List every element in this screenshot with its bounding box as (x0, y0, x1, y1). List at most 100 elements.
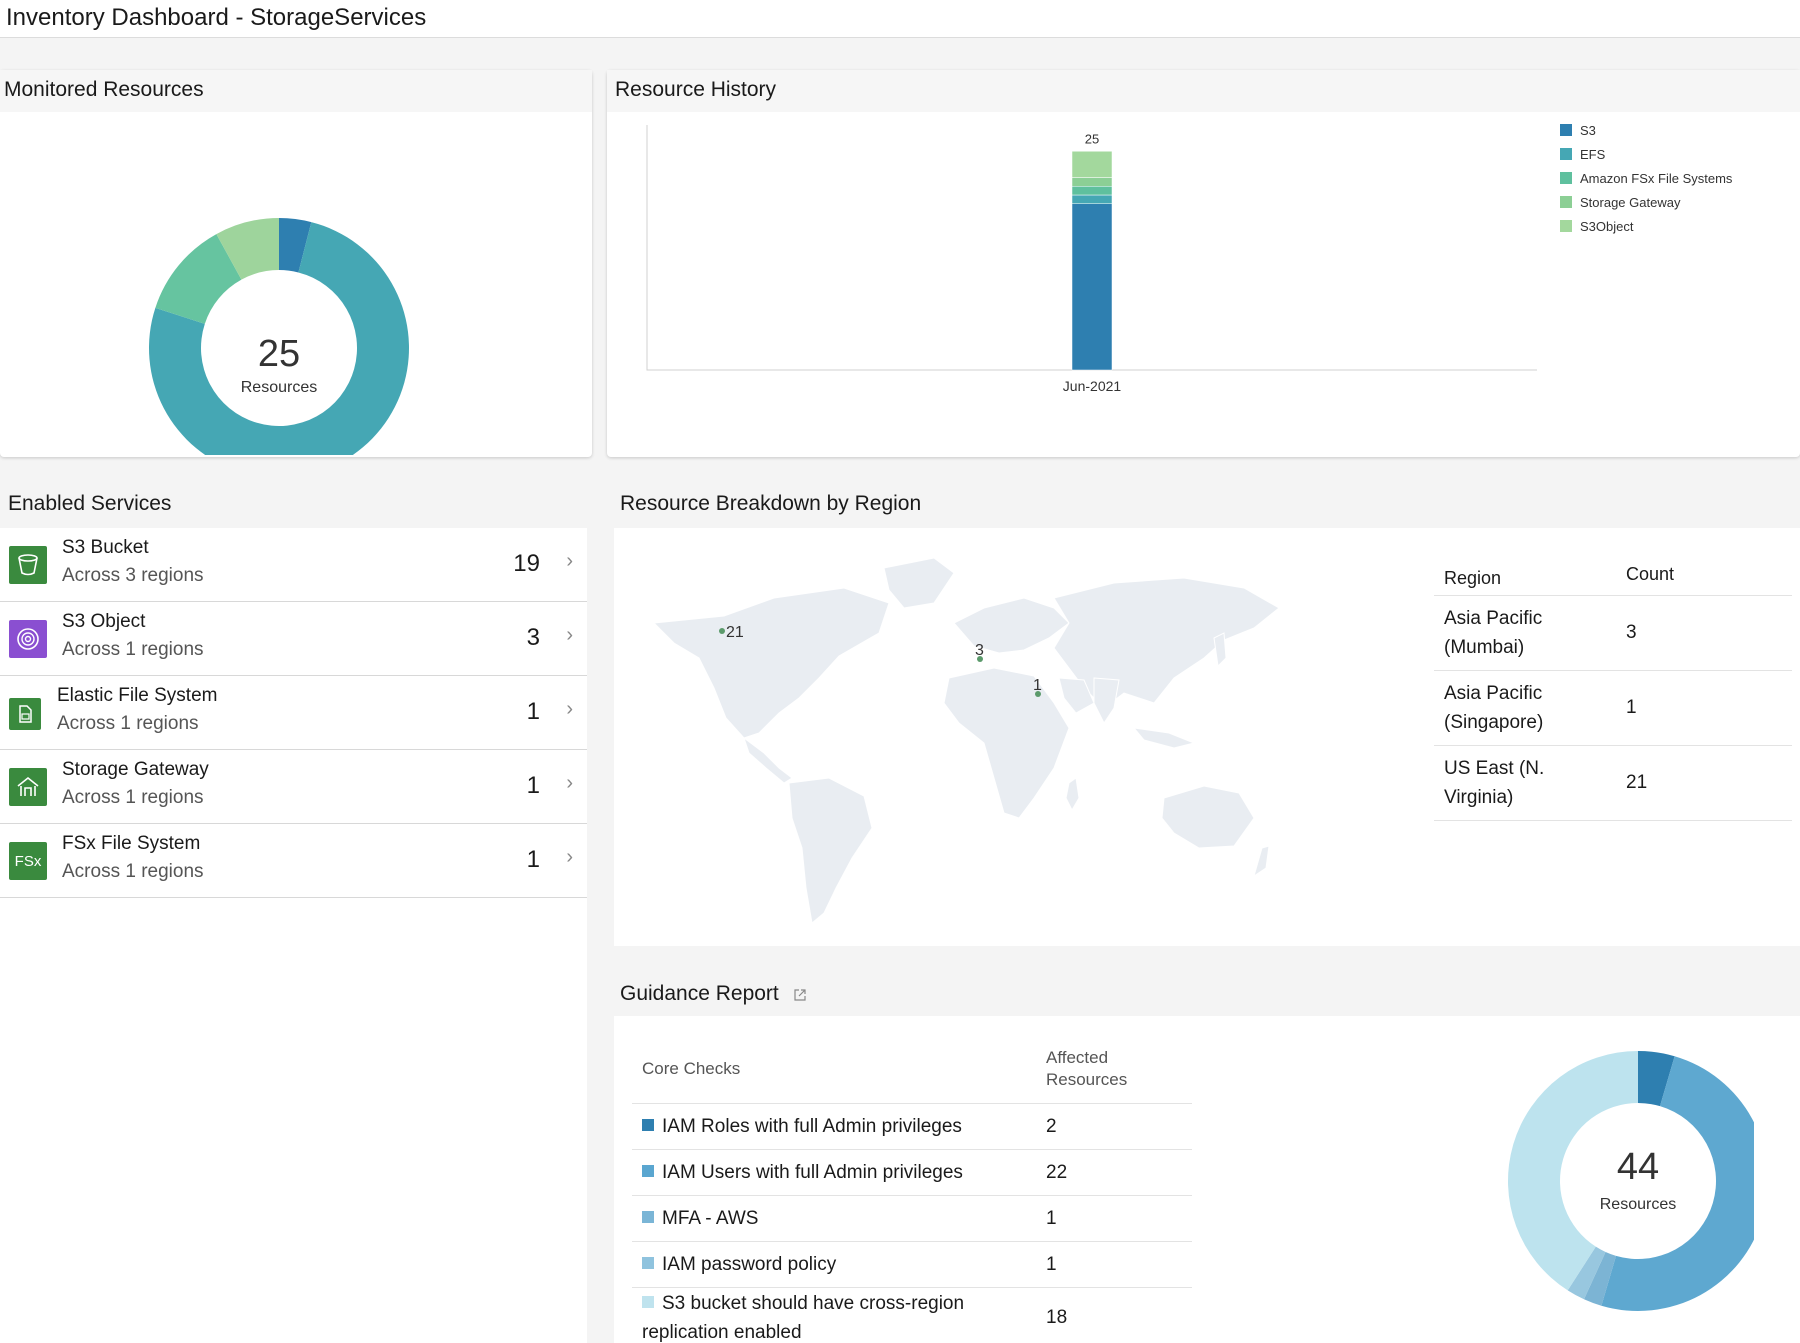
service-count: 1 (526, 772, 540, 799)
external-link-icon[interactable] (793, 984, 807, 1008)
service-count: 1 (526, 846, 540, 873)
check-name: IAM Roles with full Admin privileges (632, 1112, 1036, 1141)
table-row[interactable]: S3 bucket should have cross-region replic… (632, 1288, 1192, 1343)
bar-segment-efs[interactable] (1071, 194, 1113, 204)
guidance-table: Core Checks Affected Resources IAM Roles … (632, 1034, 1192, 1343)
service-name: S3 Bucket (62, 537, 149, 558)
affected-count: 2 (1046, 1115, 1057, 1137)
region-table-header: Region Count (1434, 558, 1792, 596)
gateway-icon (9, 768, 47, 806)
map-marker-us-east[interactable] (719, 628, 725, 634)
affected-count: 1 (1046, 1253, 1057, 1275)
table-row[interactable]: IAM Roles with full Admin privileges 2 (632, 1104, 1192, 1150)
monitored-slice-3[interactable] (216, 218, 279, 280)
efs-icon (9, 698, 41, 730)
monitored-resources-card: Monitored Resources 25 Resources (0, 70, 592, 457)
monitored-total-label: Resources (241, 379, 317, 396)
monitored-resources-title: Monitored Resources (0, 70, 592, 112)
affected-line-1: Affected (1046, 1047, 1109, 1067)
bucket-icon (9, 546, 47, 584)
service-name: Storage Gateway (62, 759, 209, 780)
service-row-elastic-file-system[interactable]: Elastic File System Across 1 regions 1 › (0, 676, 587, 750)
legend-item[interactable]: S3Object (1560, 214, 1732, 238)
check-label-line-2: replication enabled (642, 1322, 802, 1343)
affected-count: 1 (1046, 1207, 1057, 1229)
check-name: IAM password policy (632, 1250, 1036, 1279)
affected-line-2: Resources (1046, 1069, 1128, 1089)
service-regions: Across 1 regions (62, 639, 204, 660)
service-row-s3-object[interactable]: S3 Object Across 1 regions 3 › (0, 602, 587, 676)
check-label: MFA - AWS (662, 1208, 759, 1229)
service-row-fsx-file-system[interactable]: FSx FSx File System Across 1 regions 1 › (0, 824, 587, 898)
region-table: Region Count Asia Pacific (Mumbai) 3 Asia… (1434, 558, 1792, 821)
guidance-slice-1[interactable] (1601, 1056, 1754, 1311)
guidance-slice-2[interactable] (1583, 1251, 1617, 1306)
bar-segment-s3object[interactable] (1071, 151, 1113, 178)
count-column-header: Count (1626, 564, 1675, 584)
table-row[interactable]: IAM Users with full Admin privileges 22 (632, 1150, 1192, 1196)
legend-swatch (642, 1165, 654, 1177)
region-name: US East (N. Virginia) (1434, 754, 1616, 812)
monitored-slice-1[interactable] (149, 222, 409, 455)
service-name: S3 Object (62, 611, 146, 632)
region-count: 3 (1626, 622, 1637, 643)
service-regions: Across 1 regions (57, 713, 199, 734)
legend-item[interactable]: Amazon FSx File Systems (1560, 166, 1732, 190)
guidance-slice-4[interactable] (1508, 1051, 1638, 1291)
service-regions: Across 1 regions (62, 787, 204, 808)
legend-label: Storage Gateway (1580, 194, 1681, 210)
monitored-slice-2[interactable] (155, 234, 242, 324)
guidance-slice-0[interactable] (1638, 1051, 1675, 1107)
guidance-report-card: Core Checks Affected Resources IAM Roles … (614, 1016, 1800, 1343)
table-row[interactable]: IAM password policy 1 (632, 1242, 1192, 1288)
table-row[interactable]: MFA - AWS 1 (632, 1196, 1192, 1242)
legend-label: S3Object (1580, 218, 1634, 234)
table-row: Asia Pacific (Singapore) 1 (1434, 671, 1792, 746)
guidance-slice-3[interactable] (1567, 1246, 1606, 1300)
chevron-right-icon: › (566, 698, 573, 720)
service-row-storage-gateway[interactable]: Storage Gateway Across 1 regions 1 › (0, 750, 587, 824)
region-name: Asia Pacific (Singapore) (1434, 679, 1616, 737)
service-regions: Across 3 regions (62, 565, 204, 586)
legend-item[interactable]: S3 (1560, 118, 1732, 142)
region-line-1: US East (N. (1444, 758, 1545, 779)
map-marker-singapore[interactable] (1035, 691, 1041, 697)
map-label-mumbai: 3 (975, 642, 984, 659)
service-count: 3 (526, 624, 540, 651)
legend-item[interactable]: EFS (1560, 142, 1732, 166)
check-label: S3 bucket should have cross-region (662, 1293, 965, 1314)
bar-segment-s3[interactable] (1071, 203, 1113, 371)
bar-segment-amazon-fsx-file-systems[interactable] (1071, 186, 1113, 196)
service-name: Elastic File System (57, 685, 218, 706)
guidance-donut: 44 Resources (1508, 1051, 1754, 1311)
service-regions: Across 1 regions (62, 861, 204, 882)
affected-resources-header: Affected Resources (1036, 1047, 1192, 1091)
legend-swatch (1560, 148, 1572, 160)
region-column-header: Region (1444, 568, 1502, 588)
guidance-report-title[interactable]: Guidance Report (620, 982, 807, 1008)
enabled-services-title: Enabled Services (8, 492, 172, 515)
chart-axis (646, 125, 1537, 371)
legend-swatch (642, 1257, 654, 1269)
region-count: 21 (1626, 772, 1648, 793)
bar-segment-storage-gateway[interactable] (1071, 177, 1113, 187)
region-line-1: Asia Pacific (1444, 683, 1543, 704)
legend-label: EFS (1580, 146, 1606, 162)
check-label: IAM Users with full Admin privileges (662, 1162, 963, 1183)
monitored-slice-0[interactable] (279, 218, 312, 273)
map-label-singapore: 1 (1033, 677, 1042, 694)
region-line-2: (Singapore) (1444, 712, 1544, 733)
table-row: Asia Pacific (Mumbai) 3 (1434, 596, 1792, 671)
service-count: 1 (526, 698, 540, 725)
chevron-right-icon: › (566, 846, 573, 868)
legend-label: Amazon FSx File Systems (1580, 170, 1733, 186)
map-marker-mumbai[interactable] (977, 656, 983, 662)
fsx-icon-text: FSx (14, 852, 42, 870)
legend-item[interactable]: Storage Gateway (1560, 190, 1732, 214)
check-label: IAM Roles with full Admin privileges (662, 1116, 962, 1137)
guidance-table-header: Core Checks Affected Resources (632, 1034, 1192, 1104)
affected-count: 18 (1046, 1307, 1068, 1328)
region-line-2: Virginia) (1444, 787, 1514, 808)
resource-breakdown-card: 21 3 1 Region Count Asia Pacific (Mumbai)… (614, 528, 1800, 946)
service-row-s3-bucket[interactable]: S3 Bucket Across 3 regions 19 › (0, 528, 587, 602)
